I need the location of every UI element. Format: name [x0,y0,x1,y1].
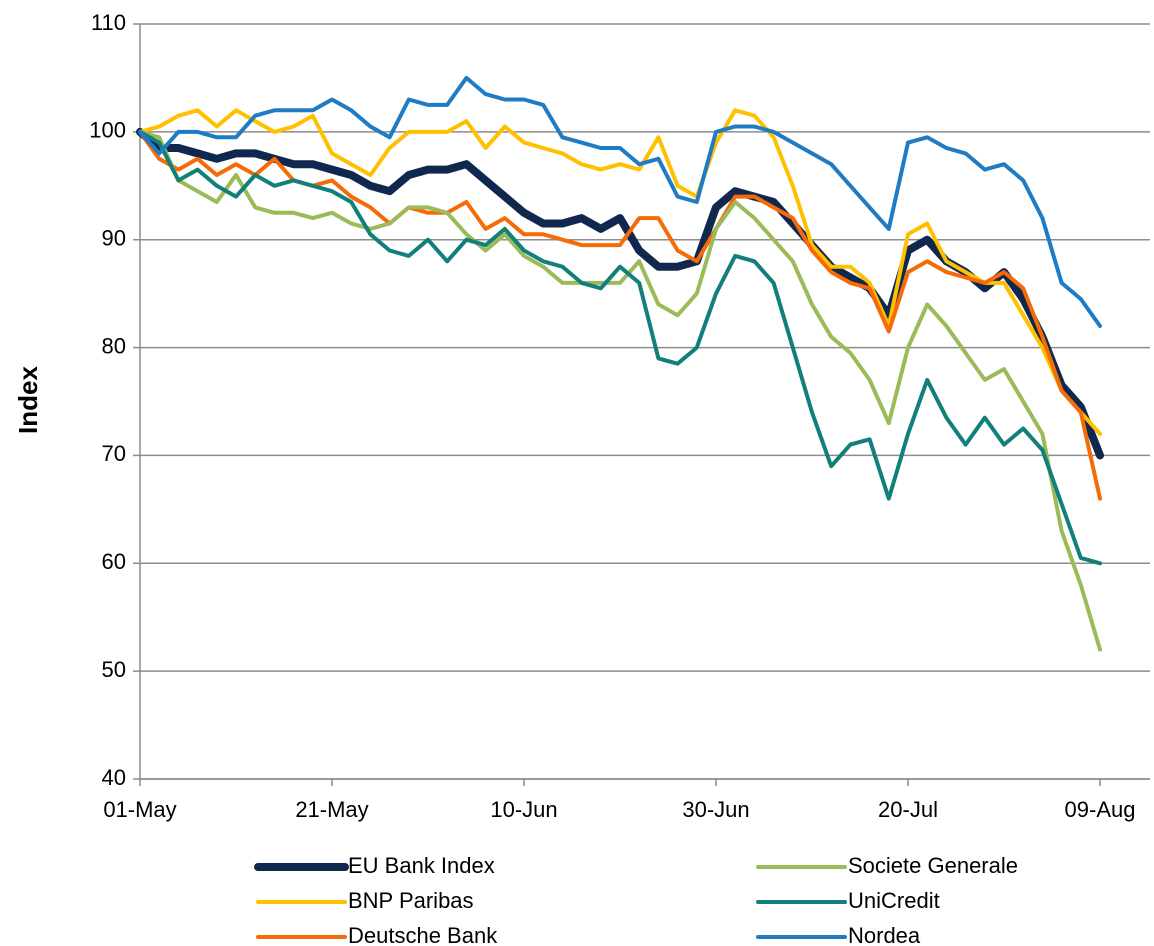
x-tick-label: 30-Jun [682,797,749,822]
x-tick-label: 09-Aug [1065,797,1136,822]
series-line [138,75,1102,328]
series-line [138,129,1102,566]
y-tick-label: 40 [102,765,126,790]
legend-label: Deutsche Bank [348,923,498,946]
series-line [136,127,1104,460]
x-tick-label: 20-Jul [878,797,938,822]
y-tick-label: 70 [102,441,126,466]
series-line [138,129,1102,501]
y-tick-label: 90 [102,226,126,251]
legend-label: Nordea [848,923,921,946]
y-tick-label: 80 [102,333,126,358]
series-line [138,108,1102,436]
y-tick-label: 50 [102,657,126,682]
x-tick-label: 10-Jun [490,797,557,822]
x-tick-label: 01-May [103,797,176,822]
x-tick-label: 21-May [295,797,368,822]
legend-label: EU Bank Index [348,853,495,878]
legend-label: BNP Paribas [348,888,474,913]
legend-label: UniCredit [848,888,940,913]
series-line [138,129,1102,652]
y-tick-label: 100 [89,118,126,143]
y-axis-label: Index [13,366,43,434]
legend-label: Societe Generale [848,853,1018,878]
y-tick-label: 60 [102,549,126,574]
y-tick-label: 110 [91,10,126,35]
